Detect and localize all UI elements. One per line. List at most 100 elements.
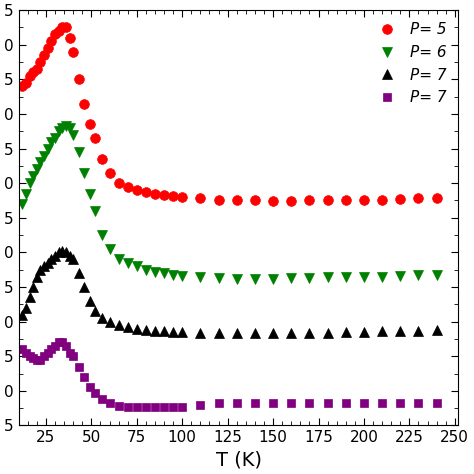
P= 7 [361,401,367,406]
P= 6 [67,125,73,131]
P= 7 [343,401,348,406]
P= 5 [379,197,385,203]
P= 7 [19,346,25,352]
P= 5 [234,198,239,203]
P= 7 [397,328,403,334]
P= 7 [116,322,121,328]
P= 5 [134,187,140,193]
P= 5 [361,197,367,203]
P= 7 [100,315,105,321]
P= 6 [76,149,82,155]
P= 7 [87,384,92,390]
P= 7 [143,404,149,410]
P= 7 [63,343,69,349]
P= 6 [379,274,385,280]
P= 6 [63,124,69,129]
P= 5 [48,38,54,44]
P= 6 [92,208,98,214]
P= 7 [107,401,112,406]
P= 6 [23,191,29,196]
P= 7 [37,357,43,363]
P= 7 [325,330,330,336]
P= 7 [252,330,258,336]
P= 7 [37,267,43,273]
P= 7 [23,305,29,310]
P= 7 [23,350,29,356]
Line: P= 7: P= 7 [18,338,440,410]
P= 6 [34,166,40,172]
P= 7 [252,401,258,406]
P= 6 [37,160,43,165]
P= 6 [87,191,92,196]
P= 7 [41,353,47,359]
P= 5 [70,49,76,55]
P= 7 [134,326,140,331]
P= 7 [125,324,130,330]
P= 6 [216,275,221,281]
P= 7 [56,339,62,345]
Line: P= 5: P= 5 [18,23,441,206]
P= 6 [45,146,51,151]
P= 5 [19,83,25,89]
Legend: P= 5, P= 6, P= 7, P= 7: P= 5, P= 6, P= 7, P= 7 [367,18,451,110]
P= 5 [152,191,158,196]
P= 7 [48,256,54,262]
P= 5 [27,73,32,79]
P= 5 [216,197,221,203]
P= 7 [234,401,239,406]
P= 7 [379,328,385,334]
P= 5 [76,76,82,82]
P= 5 [87,121,92,127]
P= 7 [143,327,149,333]
P= 5 [41,52,47,58]
P= 6 [134,264,140,269]
P= 7 [56,249,62,255]
P= 7 [307,401,312,406]
P= 7 [216,401,221,406]
P= 5 [81,101,87,107]
P= 5 [100,156,105,162]
P= 7 [170,404,176,410]
P= 7 [45,350,51,356]
P= 6 [48,139,54,145]
P= 5 [325,198,330,203]
P= 6 [41,153,47,158]
P= 6 [198,274,203,280]
P= 7 [198,330,203,336]
P= 7 [270,330,276,336]
P= 6 [116,256,121,262]
P= 6 [125,260,130,265]
P= 5 [30,70,36,75]
P= 7 [288,401,294,406]
P= 7 [87,298,92,304]
P= 6 [30,173,36,179]
P= 7 [170,329,176,335]
P= 7 [134,404,140,410]
P= 5 [45,46,51,51]
Line: P= 7: P= 7 [18,246,441,338]
P= 5 [252,198,258,203]
P= 7 [52,253,58,259]
P= 6 [170,272,176,277]
P= 7 [48,346,54,352]
P= 7 [198,402,203,408]
P= 6 [27,180,32,186]
P= 6 [56,128,62,134]
P= 6 [234,276,239,282]
P= 6 [143,267,149,273]
P= 7 [34,274,40,280]
P= 5 [125,184,130,190]
P= 5 [307,198,312,203]
P= 5 [34,66,40,72]
P= 5 [143,189,149,195]
P= 7 [52,343,58,349]
P= 7 [234,330,239,336]
X-axis label: T (K): T (K) [216,451,262,470]
P= 7 [59,339,65,345]
P= 5 [343,198,348,203]
P= 6 [434,272,439,277]
P= 5 [270,198,276,204]
P= 7 [63,249,69,255]
P= 7 [27,353,32,359]
P= 6 [70,132,76,137]
